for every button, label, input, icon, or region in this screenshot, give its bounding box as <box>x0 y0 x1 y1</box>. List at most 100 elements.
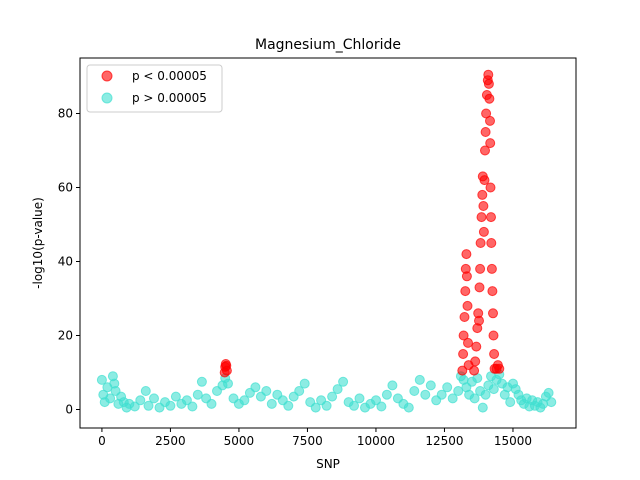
data-point-significant <box>474 282 485 293</box>
data-point-significant <box>475 238 486 248</box>
x-tick-label: 7500 <box>292 434 323 448</box>
data-point-not-significant <box>488 384 499 395</box>
data-point-significant <box>476 212 487 223</box>
y-tick-label: 60 <box>58 181 73 195</box>
data-point-not-significant <box>442 382 453 393</box>
data-point-not-significant <box>105 393 116 404</box>
x-tick-label: 2500 <box>155 434 186 448</box>
data-point-not-significant <box>143 400 154 411</box>
y-tick-label: 20 <box>58 329 73 343</box>
data-point-significant <box>458 330 469 341</box>
data-point-significant <box>487 286 498 297</box>
data-point-significant <box>480 127 491 137</box>
y-tick-label: 80 <box>58 107 73 121</box>
data-point-significant <box>480 145 490 156</box>
data-point-not-significant <box>223 378 233 389</box>
data-point-not-significant <box>349 400 359 411</box>
data-point-not-significant <box>371 395 381 406</box>
data-point-significant <box>479 175 490 186</box>
data-point-not-significant <box>425 380 436 391</box>
legend-marker-significant <box>101 70 113 82</box>
data-point-not-significant <box>299 378 310 389</box>
x-tick-label: 5000 <box>224 434 255 448</box>
data-point-not-significant <box>135 395 146 406</box>
series-significant <box>219 69 505 378</box>
data-point-not-significant <box>381 389 392 400</box>
y-axis-title: -log10(p-value) <box>31 197 45 289</box>
data-point-not-significant <box>187 401 198 412</box>
data-point-not-significant <box>376 401 387 412</box>
plot-area-frame <box>79 57 577 429</box>
data-point-significant <box>461 249 472 260</box>
data-point-significant <box>471 341 482 352</box>
data-point-significant <box>485 115 495 126</box>
data-point-not-significant <box>327 391 338 402</box>
data-point-significant <box>460 286 471 297</box>
legend-marker-not-significant <box>101 92 113 104</box>
data-point-significant <box>486 238 497 248</box>
data-point-not-significant <box>338 376 349 387</box>
data-point-not-significant <box>239 395 250 406</box>
y-tick-label: 40 <box>58 255 73 269</box>
data-point-not-significant <box>436 389 447 400</box>
series-not-significant <box>96 369 557 413</box>
data-point-significant <box>478 226 489 237</box>
data-point-not-significant <box>354 393 365 404</box>
data-point-not-significant <box>129 401 140 412</box>
data-point-not-significant <box>140 386 151 396</box>
data-point-significant <box>477 189 488 200</box>
data-point-significant <box>458 349 469 359</box>
data-point-significant <box>470 356 481 367</box>
data-point-significant <box>485 182 496 193</box>
data-point-not-significant <box>196 376 207 387</box>
data-point-not-significant <box>447 393 458 404</box>
data-point-not-significant <box>310 402 321 413</box>
data-point-not-significant <box>96 374 107 385</box>
data-point-significant <box>494 363 505 374</box>
data-point-not-significant <box>477 402 488 413</box>
legend-label-not-significant: p > 0.00005 <box>132 91 207 105</box>
data-point-not-significant <box>170 391 181 402</box>
data-point-not-significant <box>149 393 159 404</box>
data-point-significant <box>469 365 480 376</box>
x-axis-title: SNP <box>316 457 340 471</box>
data-point-not-significant <box>294 386 305 396</box>
data-point-significant <box>474 315 484 326</box>
data-point-significant <box>486 263 497 274</box>
data-point-not-significant <box>420 389 431 400</box>
data-point-significant <box>486 212 496 223</box>
data-point-not-significant <box>283 400 294 411</box>
data-point-not-significant <box>403 402 414 413</box>
data-point-not-significant <box>453 386 464 396</box>
data-point-not-significant <box>266 398 277 409</box>
data-point-not-significant <box>321 400 332 411</box>
data-point-significant <box>463 337 473 348</box>
legend: p < 0.00005 p > 0.00005 <box>86 64 223 113</box>
data-point-not-significant <box>480 389 491 400</box>
data-point-not-significant <box>261 386 272 396</box>
x-tick-label: 10000 <box>357 434 395 448</box>
legend-box <box>86 64 223 113</box>
data-point-not-significant <box>192 389 203 400</box>
data-point-not-significant <box>181 395 192 406</box>
data-point-significant <box>485 138 496 149</box>
data-point-significant <box>483 78 494 89</box>
legend-label-significant: p < 0.00005 <box>132 69 207 83</box>
data-point-not-significant <box>469 393 480 404</box>
data-point-not-significant <box>332 384 343 395</box>
data-point-significant <box>484 93 495 104</box>
data-point-significant <box>483 69 494 80</box>
chart-title: Magnesium_Chloride <box>255 37 401 53</box>
data-point-significant <box>478 201 489 211</box>
x-tick-label: 15000 <box>494 434 532 448</box>
data-point-significant <box>489 349 500 359</box>
data-point-not-significant <box>165 400 176 411</box>
data-point-significant <box>462 300 473 311</box>
data-point-significant <box>221 365 232 376</box>
x-tick-label: 0 <box>98 434 106 448</box>
y-tick-label: 0 <box>65 403 73 417</box>
data-point-not-significant <box>206 398 217 409</box>
data-point-not-significant <box>505 397 516 408</box>
data-point-significant <box>461 271 472 282</box>
